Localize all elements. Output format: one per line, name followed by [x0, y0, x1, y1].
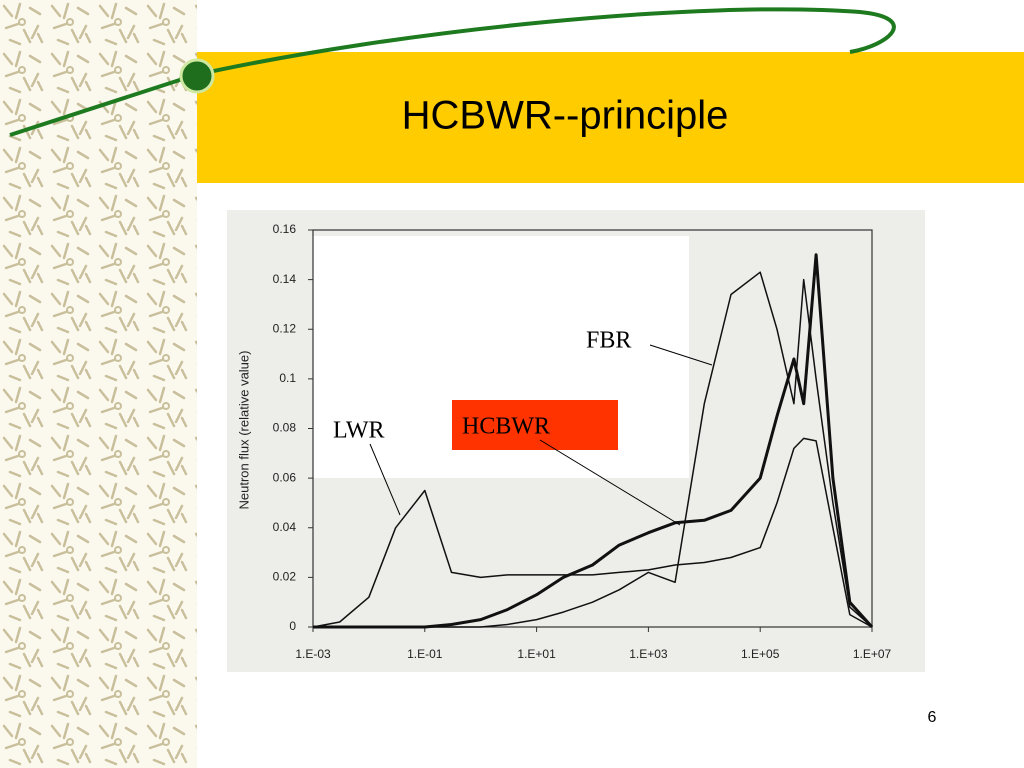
decorative-arc	[9, 7, 896, 137]
x-tick-label: 1.E+03	[629, 647, 668, 661]
x-tick-label: 1.E+05	[741, 647, 780, 661]
annotation-leader	[369, 443, 401, 516]
x-tick-label: 1.E+01	[517, 647, 556, 661]
y-axis-label: Neutron flux (relative value)	[236, 351, 251, 510]
annotation-leader	[539, 439, 681, 526]
annotation-label: FBR	[586, 328, 631, 354]
y-tick-label: 0.04	[273, 520, 297, 534]
y-tick-label: 0.08	[273, 421, 297, 435]
series-line	[312, 437, 873, 628]
series-line	[313, 271, 873, 628]
x-tick-label: 1.E-03	[295, 647, 331, 661]
plot: 0 0.02 0.04 0.06 0.08 0.1 0.12 0.14 0.16 1.E-03 1.…	[273, 222, 892, 661]
page-number: 6	[928, 709, 937, 726]
x-tick-label: 1.E+07	[853, 647, 892, 661]
title-band	[197, 52, 1024, 183]
y-tick-label: 0.06	[273, 470, 297, 484]
decorative-orb	[179, 58, 215, 94]
x-tick-label: 1.E-01	[407, 647, 443, 661]
y-tick-label: 0.1	[279, 371, 296, 385]
y-tick-label: 0.14	[273, 272, 297, 286]
y-tick-label: 0	[289, 619, 296, 633]
slide-title: HCBWR--principle	[402, 94, 729, 138]
y-tick-label: 0.16	[273, 222, 297, 236]
annotation-box	[452, 400, 618, 450]
annotation-label: HCBWR	[462, 414, 550, 440]
decorative-strip	[0, 0, 197, 768]
y-tick-label: 0.02	[273, 570, 297, 584]
annotation-label: LWR	[333, 418, 385, 444]
y-tick-label: 0.12	[273, 321, 297, 335]
annotation-leader	[649, 344, 713, 366]
